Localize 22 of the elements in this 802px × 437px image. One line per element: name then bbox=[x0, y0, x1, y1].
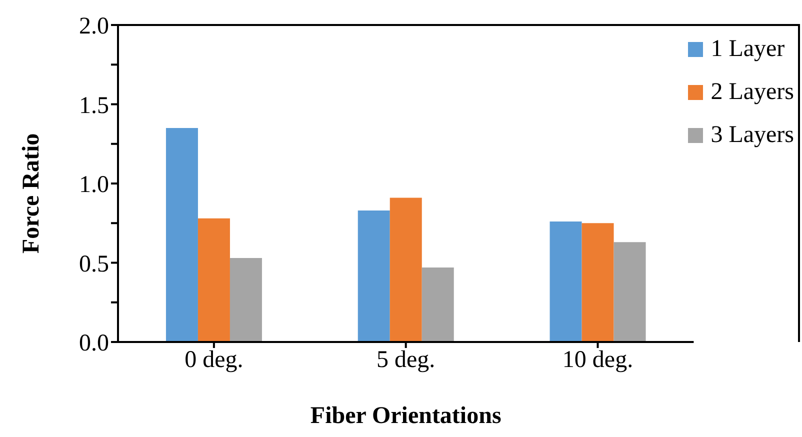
y-tick-label: 1.5 bbox=[79, 92, 109, 119]
bar bbox=[550, 222, 582, 342]
legend-label: 1 Layer bbox=[710, 35, 785, 64]
legend-label: 3 Layers bbox=[710, 121, 794, 150]
bar bbox=[166, 128, 198, 342]
y-tick-label: 0.0 bbox=[79, 330, 109, 357]
bar bbox=[198, 218, 230, 342]
y-tick-label: 1.0 bbox=[79, 172, 109, 198]
x-tick-label: 10 deg. bbox=[562, 347, 634, 374]
bar bbox=[230, 258, 262, 342]
y-tick-label: 0.5 bbox=[79, 251, 109, 278]
bar bbox=[582, 223, 614, 342]
y-tick-label: 2.0 bbox=[79, 14, 109, 40]
y-axis-title: Force Ratio bbox=[18, 133, 45, 254]
x-tick-label: 5 deg. bbox=[376, 347, 436, 374]
bar bbox=[614, 242, 646, 342]
bar bbox=[390, 198, 422, 342]
bar bbox=[422, 268, 454, 342]
legend-label: 2 Layers bbox=[710, 78, 794, 107]
x-tick-label: 0 deg. bbox=[184, 347, 244, 374]
bar bbox=[358, 210, 390, 342]
x-axis-title: Fiber Orientations bbox=[310, 403, 502, 429]
